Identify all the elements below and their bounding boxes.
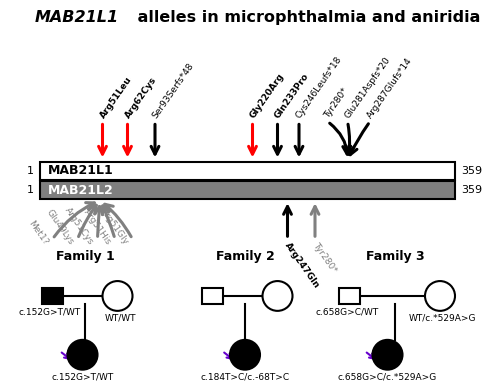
Ellipse shape [230,340,260,370]
Text: 1: 1 [27,165,34,176]
Text: Arg51Gly: Arg51Gly [98,207,130,246]
Bar [42,288,63,304]
Text: MAB21L1: MAB21L1 [35,10,119,25]
Ellipse shape [102,281,132,311]
Text: Arg51Leu: Arg51Leu [98,75,134,120]
Text: MAB21L1: MAB21L1 [48,164,113,177]
Ellipse shape [372,340,402,370]
Text: Cys246Leufs*18: Cys246Leufs*18 [294,55,344,120]
Ellipse shape [68,340,98,370]
Text: Glu281Aspfs*20: Glu281Aspfs*20 [343,56,392,120]
Text: Tyr280*: Tyr280* [323,87,350,120]
Bar [340,288,360,304]
Text: Gln233Pro: Gln233Pro [273,72,311,120]
Text: Family 1: Family 1 [56,250,114,263]
Text: 1: 1 [27,185,34,195]
Text: Arg51Cys: Arg51Cys [63,206,95,246]
Text: WT/WT: WT/WT [104,314,136,323]
Text: WT/c.*529A>G: WT/c.*529A>G [409,314,476,323]
Text: Arg62Cys: Arg62Cys [123,76,158,120]
Text: c.658G>C/c.*529A>G: c.658G>C/c.*529A>G [338,373,437,382]
Text: Family 2: Family 2 [216,250,274,263]
Text: Ser93Serfs*48: Ser93Serfs*48 [150,62,196,120]
Text: MAB21L2: MAB21L2 [48,183,113,197]
Bar [202,288,223,304]
Text: c.184T>C/c.-68T>C: c.184T>C/c.-68T>C [200,373,290,382]
Text: Met1?: Met1? [27,219,50,246]
Text: 359: 359 [461,185,482,195]
Text: alleles in microphthalmia and aniridia: alleles in microphthalmia and aniridia [132,10,481,25]
Text: Glu49Lys: Glu49Lys [44,208,75,246]
Text: Arg247Gln: Arg247Gln [283,241,322,290]
Text: Arg51His: Arg51His [82,207,112,246]
Text: 359: 359 [461,165,482,176]
Text: Tyr280*: Tyr280* [310,241,338,275]
Ellipse shape [262,281,292,311]
Text: c.152G>T/WT: c.152G>T/WT [52,373,114,382]
Text: c.152G>T/WT: c.152G>T/WT [19,307,81,316]
Text: Gly220Arg: Gly220Arg [248,72,286,120]
Ellipse shape [425,281,455,311]
Text: c.658G>C/WT: c.658G>C/WT [316,307,379,316]
Text: Family 3: Family 3 [366,250,424,263]
Bar [40,181,455,199]
Text: Arg287Glufs*14: Arg287Glufs*14 [366,56,414,120]
Bar [40,162,455,180]
